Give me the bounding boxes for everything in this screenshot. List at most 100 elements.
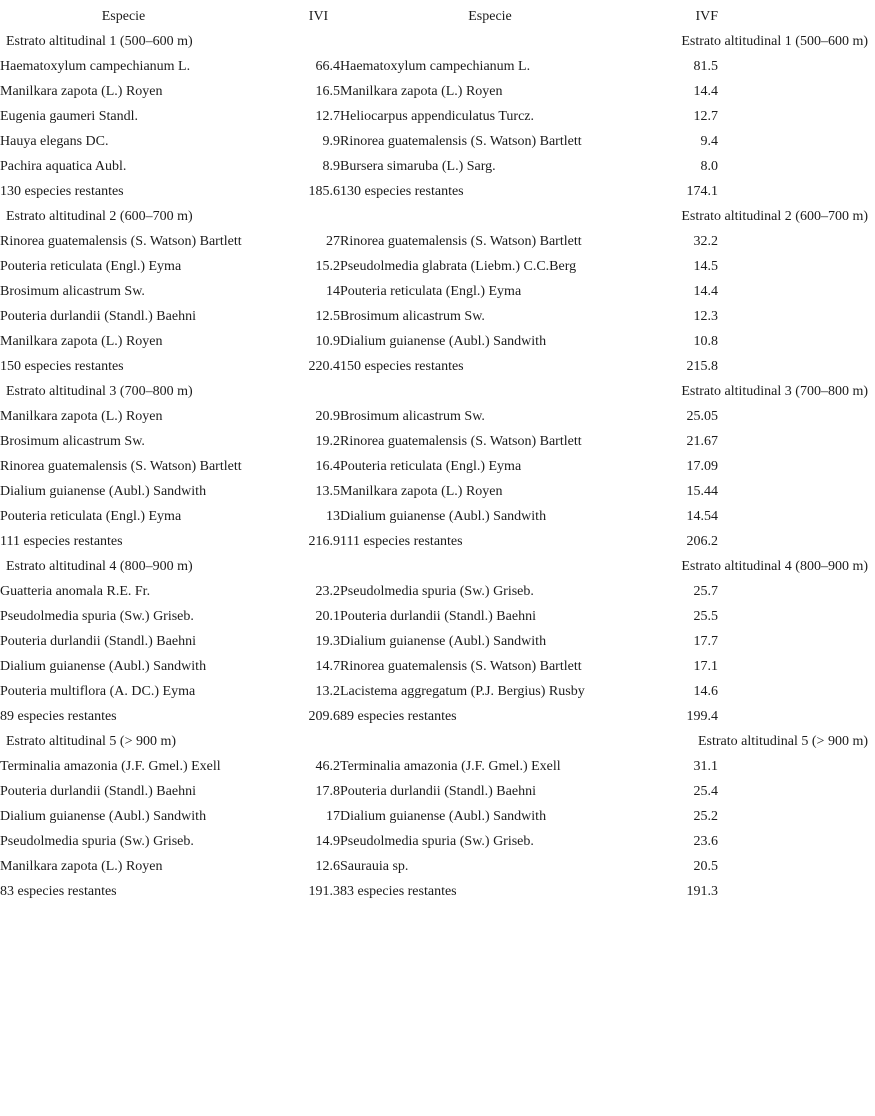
species-name-left: 89 especies restantes (0, 708, 117, 724)
species-row: Brosimum alicastrum Sw. 19.2 Rinorea guate… (0, 429, 875, 454)
ivi-value: 191.3 (308, 883, 341, 899)
species-row: Pouteria durlandii (Standl.) Baehni 12.5 B… (0, 304, 875, 329)
stratum-header-row: Estrato altitudinal 3 (700–800 m) Estrato… (0, 379, 875, 404)
stratum-header-row: Estrato altitudinal 2 (600–700 m) Estrato… (0, 204, 875, 229)
stratum-header-row: Estrato altitudinal 4 (800–900 m) Estrato… (0, 554, 875, 579)
species-row: 150 especies restantes 220.4 150 especies … (0, 354, 875, 379)
table-header-row: Especie IVI Especie IVF (0, 4, 875, 29)
species-row: Manilkara zapota (L.) Royen 20.9 Brosimum … (0, 404, 875, 429)
species-name-right: 89 especies restantes (340, 708, 457, 724)
spacer-cell (718, 404, 875, 429)
ivi-value: 209.6 (308, 708, 341, 724)
ivi-value: 185.6 (308, 183, 341, 199)
species-row: Pouteria reticulata (Engl.) Eyma 15.2 Pseu… (0, 254, 875, 279)
species-name-left: Dialium guianense (Aubl.) Sandwith (0, 808, 207, 824)
species-name-left: Pouteria durlandii (Standl.) Baehni (0, 783, 196, 799)
ivi-value: 17 (326, 808, 340, 824)
spacer-cell (718, 179, 875, 204)
ivf-value: 14.4 (693, 83, 719, 99)
species-row: Pouteria multiflora (A. DC.) Eyma 13.2 Lac… (0, 679, 875, 704)
species-name-right: Rinorea guatemalensis (S. Watson) Bartle… (340, 658, 582, 674)
species-row: Pouteria durlandii (Standl.) Baehni 19.3 D… (0, 629, 875, 654)
stratum-title-left: Estrato altitudinal 2 (600–700 m) (6, 208, 193, 224)
spacer-cell (718, 254, 875, 279)
species-row: Rinorea guatemalensis (S. Watson) Bartle… (0, 229, 875, 254)
species-name-right: Lacistema aggregatum (P.J. Bergius) Rusb… (340, 683, 585, 699)
spacer-cell (718, 529, 875, 554)
species-name-left: Dialium guianense (Aubl.) Sandwith (0, 658, 207, 674)
species-row: Pouteria durlandii (Standl.) Baehni 17.8 P… (0, 779, 875, 804)
spacer-cell (718, 629, 875, 654)
species-row: Dialium guianense (Aubl.) Sandwith 13.5 Ma… (0, 479, 875, 504)
spacer-cell (718, 754, 875, 779)
species-row: Terminalia amazonia (J.F. Gmel.) Exell 46… (0, 754, 875, 779)
column-header-ivf: IVF (695, 8, 718, 24)
ivi-value: 12.5 (315, 308, 341, 324)
ivf-value: 23.6 (693, 833, 719, 849)
species-row: Rinorea guatemalensis (S. Watson) Bartle… (0, 454, 875, 479)
ivf-value: 9.4 (700, 133, 719, 149)
ivf-value: 17.1 (693, 658, 719, 674)
stratum-header-row: Estrato altitudinal 1 (500–600 m) Estrato… (0, 29, 875, 54)
species-row: Hauya elegans DC. 9.9 Rinorea guatemalensi… (0, 129, 875, 154)
spacer-cell (718, 454, 875, 479)
species-name-left: Manilkara zapota (L.) Royen (0, 408, 163, 424)
stratum-title-left: Estrato altitudinal 3 (700–800 m) (6, 383, 193, 399)
ivi-value: 13.2 (315, 683, 341, 699)
species-name-right: Dialium guianense (Aubl.) Sandwith (340, 333, 547, 349)
species-row: Manilkara zapota (L.) Royen 10.9 Dialium g… (0, 329, 875, 354)
stratum-title-right: Estrato altitudinal 2 (600–700 m) (681, 208, 868, 224)
species-row: Brosimum alicastrum Sw. 14 Pouteria reticu… (0, 279, 875, 304)
species-row: Haematoxylum campechianum L. 66.4 Haematox… (0, 54, 875, 79)
species-name-right: Brosimum alicastrum Sw. (340, 308, 485, 324)
species-name-right: Pseudolmedia spuria (Sw.) Griseb. (340, 833, 534, 849)
species-name-left: Pseudolmedia spuria (Sw.) Griseb. (0, 833, 194, 849)
species-name-left: 150 especies restantes (0, 358, 124, 374)
ivi-value: 20.1 (315, 608, 341, 624)
ivi-value: 14.9 (315, 833, 341, 849)
ivi-value: 46.2 (315, 758, 341, 774)
ivf-value: 12.3 (693, 308, 719, 324)
species-name-right: Manilkara zapota (L.) Royen (340, 83, 503, 99)
species-name-right: 150 especies restantes (340, 358, 464, 374)
species-name-right: Pseudolmedia glabrata (Liebm.) C.C.Berg (340, 258, 577, 274)
species-row: Pseudolmedia spuria (Sw.) Griseb. 20.1 Pou… (0, 604, 875, 629)
species-name-right: Pouteria reticulata (Engl.) Eyma (340, 283, 522, 299)
species-name-left: Brosimum alicastrum Sw. (0, 283, 145, 299)
species-name-left: 111 especies restantes (0, 533, 123, 549)
spacer-cell (718, 79, 875, 104)
ivf-value: 17.09 (686, 458, 719, 474)
species-name-left: Manilkara zapota (L.) Royen (0, 858, 163, 874)
species-name-left: Pouteria reticulata (Engl.) Eyma (0, 258, 182, 274)
spacer-cell (718, 504, 875, 529)
ivf-value: 191.3 (686, 883, 719, 899)
spacer-cell (718, 54, 875, 79)
column-header-spacer (718, 4, 875, 29)
species-name-left: Guatteria anomala R.E. Fr. (0, 583, 151, 599)
stratum-title-left: Estrato altitudinal 1 (500–600 m) (6, 33, 193, 49)
ivi-value: 8.9 (322, 158, 341, 174)
species-name-right: 111 especies restantes (340, 533, 463, 549)
species-name-right: Saurauia sp. (340, 858, 409, 874)
ivf-value: 25.2 (693, 808, 719, 824)
column-header-ivi: IVI (308, 8, 329, 24)
ivf-value: 25.7 (693, 583, 719, 599)
ivi-value: 10.9 (315, 333, 341, 349)
spacer-cell (718, 479, 875, 504)
species-name-left: Dialium guianense (Aubl.) Sandwith (0, 483, 207, 499)
ivf-value: 25.5 (693, 608, 719, 624)
spacer-cell (718, 829, 875, 854)
spacer-cell (718, 354, 875, 379)
ivf-value: 8.0 (700, 158, 719, 174)
spacer-cell (718, 229, 875, 254)
species-name-left: Manilkara zapota (L.) Royen (0, 83, 163, 99)
species-name-left: Pouteria multiflora (A. DC.) Eyma (0, 683, 196, 699)
spacer-cell (718, 654, 875, 679)
species-row: Manilkara zapota (L.) Royen 16.5 Manilkara… (0, 79, 875, 104)
ivi-value: 27 (326, 233, 340, 249)
ivf-value: 15.44 (686, 483, 719, 499)
species-name-left: Pouteria durlandii (Standl.) Baehni (0, 308, 196, 324)
ivi-value: 16.4 (315, 458, 341, 474)
species-row: 89 especies restantes 209.6 89 especies re… (0, 704, 875, 729)
ivf-value: 12.7 (693, 108, 719, 124)
